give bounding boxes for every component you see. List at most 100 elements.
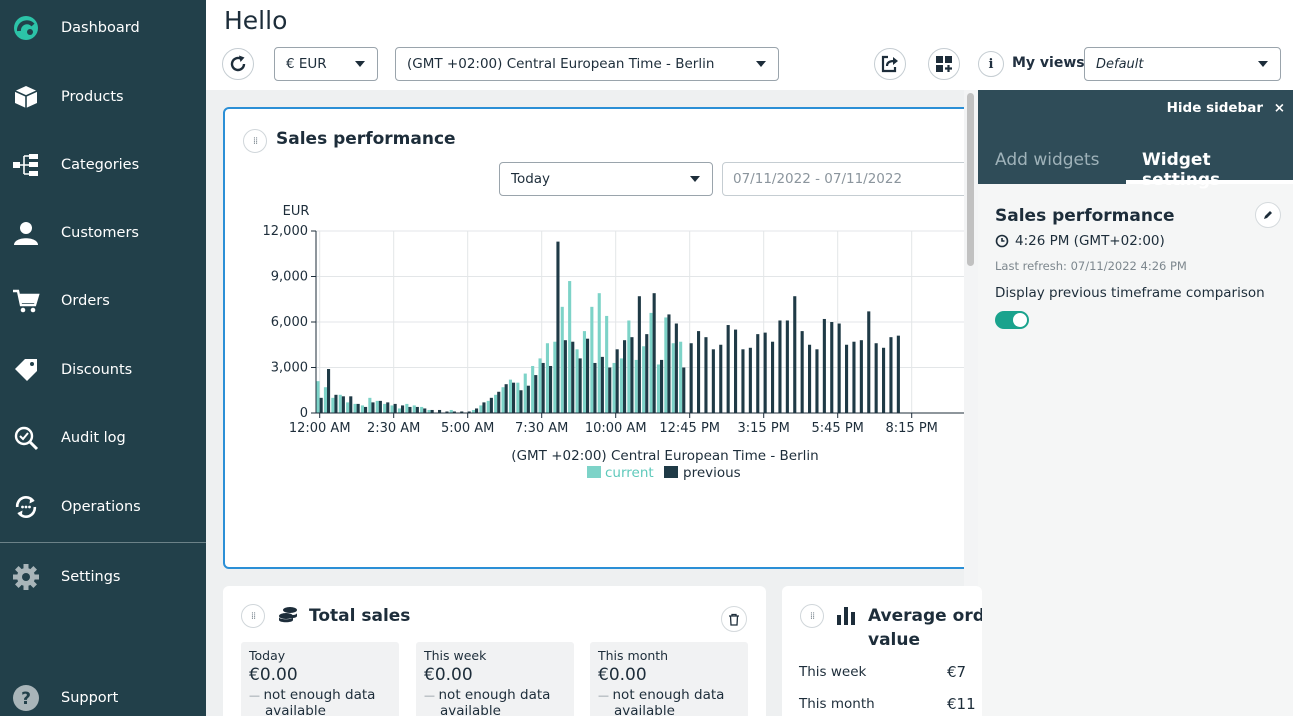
- avg-row-label: This month: [799, 696, 875, 712]
- refresh-button[interactable]: [222, 48, 254, 80]
- tag-icon: [12, 356, 40, 384]
- average-order-widget: ⁞⁞ Average ord value This week €7 This m…: [782, 586, 982, 716]
- scrollbar-thumb[interactable]: [967, 93, 974, 266]
- widget-title: Average ord: [868, 606, 982, 626]
- nav-label: Orders: [61, 293, 110, 309]
- widget-title: Sales performance: [276, 129, 456, 149]
- drag-handle-icon[interactable]: ⁞⁞: [800, 604, 824, 628]
- hide-sidebar-button[interactable]: Hide sidebar ×: [1167, 100, 1285, 116]
- total-sales-widget: ⁞⁞ Total sales Today €0.00 — not enough …: [223, 586, 766, 716]
- main-navigation: Dashboard Products Categories Customers …: [0, 0, 206, 716]
- chevron-down-icon: [756, 61, 766, 67]
- timezone-select[interactable]: (GMT +02:00) Central European Time - Ber…: [395, 47, 779, 81]
- nav-label: Support: [61, 690, 119, 706]
- settings-widget-title: Sales performance: [995, 206, 1175, 226]
- operations-icon: [12, 493, 40, 521]
- help-icon: ?: [12, 684, 40, 712]
- stat-note-2: available: [614, 703, 675, 716]
- timezone-value: (GMT +02:00) Central European Time - Ber…: [407, 56, 715, 72]
- refresh-icon: [230, 55, 246, 72]
- export-button[interactable]: [874, 48, 906, 80]
- nav-label: Dashboard: [61, 20, 140, 36]
- gear-icon: [12, 563, 40, 591]
- nav-label: Audit log: [61, 430, 126, 446]
- hide-sidebar-label: Hide sidebar: [1166, 100, 1263, 116]
- stat-this-month: This month €0.00 — not enough data avail…: [590, 642, 748, 716]
- svg-text:?: ?: [21, 689, 31, 709]
- chevron-down-icon: [690, 176, 700, 182]
- avg-row-label: This week: [799, 664, 867, 680]
- nav-label: Products: [61, 89, 124, 105]
- nav-item-categories[interactable]: Categories: [0, 140, 206, 190]
- nav-label: Categories: [61, 157, 140, 173]
- tab-widget-settings[interactable]: Widget settings: [1142, 150, 1220, 190]
- stat-note: — not enough data: [424, 687, 551, 703]
- stat-label: This month: [598, 648, 669, 663]
- user-icon: [12, 219, 40, 247]
- pencil-icon: [1264, 211, 1272, 219]
- stat-value: €0.00: [249, 665, 298, 685]
- stat-label: Today: [249, 648, 286, 663]
- active-tab-indicator: [1126, 180, 1293, 184]
- close-icon: ×: [1273, 100, 1285, 116]
- add-widget-icon: [936, 56, 952, 72]
- top-header: Hello € EUR (GMT +02:00) Central Europea…: [206, 0, 1293, 90]
- widget-time: 4:26 PM (GMT+02:00): [995, 233, 1165, 249]
- nav-item-discounts[interactable]: Discounts: [0, 345, 206, 395]
- widget-sidebar: Hide sidebar × Add widgets Widget settin…: [978, 90, 1293, 716]
- sidebar-header: Hide sidebar × Add widgets Widget settin…: [978, 90, 1293, 190]
- avg-row-value: €7: [947, 663, 967, 681]
- stat-note-2: available: [440, 703, 501, 716]
- nav-label: Settings: [61, 569, 121, 585]
- logo-icon: [12, 14, 40, 42]
- stat-value: €0.00: [598, 665, 647, 685]
- edit-title-button[interactable]: [1255, 202, 1281, 228]
- widget-title: Total sales: [309, 606, 411, 626]
- date-range-value: 07/11/2022 - 07/11/2022: [733, 171, 903, 187]
- tab-add-widgets[interactable]: Add widgets: [995, 150, 1100, 170]
- tree-icon: [12, 151, 40, 179]
- toggle-knob: [1013, 313, 1027, 327]
- info-button[interactable]: i: [978, 51, 1004, 77]
- nav-item-operations[interactable]: Operations: [0, 482, 206, 532]
- my-views-label: My views: [1012, 55, 1085, 71]
- drag-handle-icon[interactable]: ⁞⁞: [241, 604, 265, 628]
- nav-label: Operations: [61, 499, 141, 515]
- page-title: Hello: [224, 6, 288, 35]
- nav-item-support[interactable]: ? Support: [0, 673, 206, 716]
- export-icon: [881, 55, 898, 73]
- stat-value: €0.00: [424, 665, 473, 685]
- widget-title-line2: value: [868, 630, 921, 650]
- delete-widget-button[interactable]: [721, 606, 747, 632]
- nav-item-dashboard[interactable]: Dashboard: [0, 3, 206, 53]
- comparison-toggle[interactable]: [995, 311, 1029, 329]
- stat-this-week: This week €0.00 — not enough data availa…: [416, 642, 574, 716]
- last-refresh: Last refresh: 07/11/2022 4:26 PM: [995, 259, 1187, 273]
- nav-item-orders[interactable]: Orders: [0, 276, 206, 326]
- stat-note: — not enough data: [249, 687, 376, 703]
- stat-today: Today €0.00 — not enough data available: [241, 642, 399, 716]
- trash-icon: [729, 613, 739, 626]
- stat-label: This week: [424, 648, 487, 663]
- currency-value: € EUR: [286, 56, 327, 72]
- widget-time-value: 4:26 PM (GMT+02:00): [1015, 233, 1165, 249]
- my-views-value: Default: [1096, 56, 1144, 72]
- nav-label: Customers: [61, 225, 139, 241]
- date-range-input[interactable]: 07/11/2022 - 07/11/2022: [722, 162, 972, 196]
- stat-note: — not enough data: [598, 687, 725, 703]
- nav-item-products[interactable]: Products: [0, 72, 206, 122]
- nav-item-audit-log[interactable]: Audit log: [0, 413, 206, 463]
- chevron-down-icon: [1258, 61, 1268, 67]
- box-icon: [12, 83, 40, 111]
- drag-handle-icon[interactable]: ⁞⁞: [243, 129, 267, 153]
- add-widget-button[interactable]: [928, 48, 960, 80]
- period-select[interactable]: Today: [499, 162, 713, 196]
- nav-item-customers[interactable]: Customers: [0, 208, 206, 258]
- comparison-label: Display previous timeframe comparison: [995, 285, 1265, 301]
- my-views-select[interactable]: Default: [1084, 47, 1281, 81]
- nav-item-settings[interactable]: Settings: [0, 552, 206, 602]
- cart-icon: [12, 287, 40, 315]
- period-value: Today: [511, 171, 551, 187]
- currency-select[interactable]: € EUR: [274, 47, 378, 81]
- sales-performance-widget: ⁞⁞ Sales performance Today 07/11/2022 - …: [223, 107, 983, 569]
